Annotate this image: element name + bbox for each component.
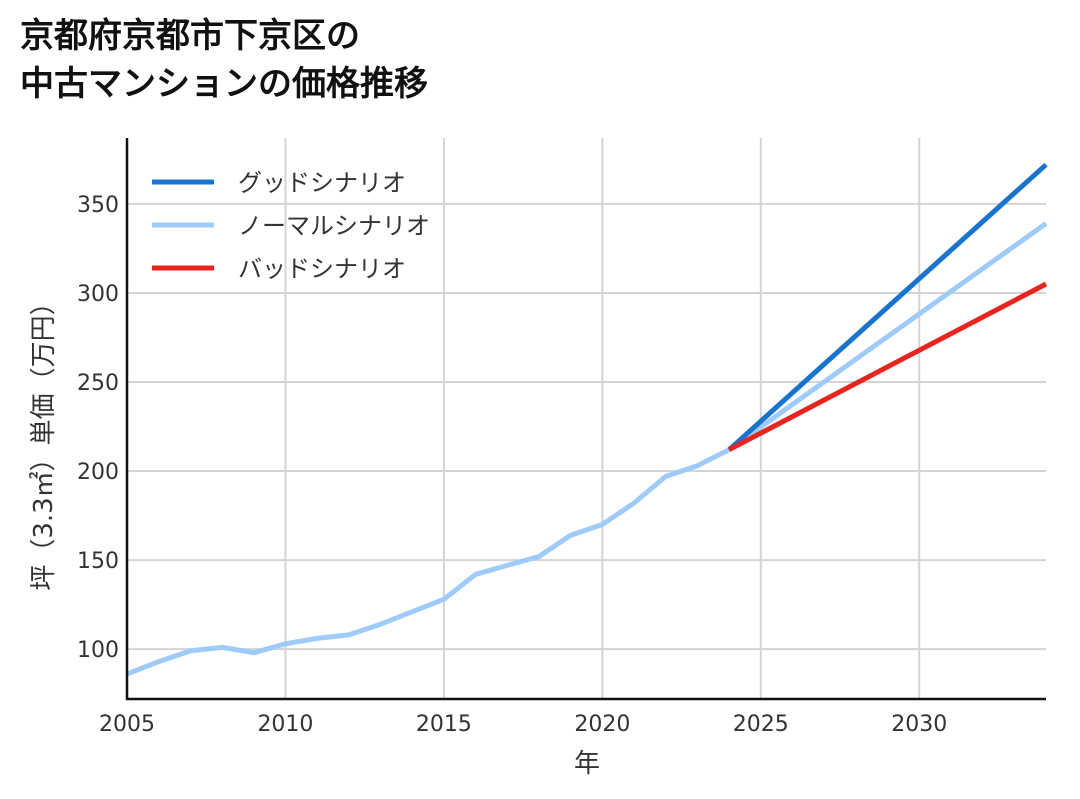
x-tick-label-2010: 2010 <box>257 712 313 737</box>
y-tick-label-300: 300 <box>77 282 119 307</box>
x-tick-label-2025: 2025 <box>733 712 789 737</box>
x-axis-label: 年 <box>574 749 600 779</box>
legend-label-1: ノーマルシナリオ <box>238 212 430 240</box>
y-tick-label-100: 100 <box>77 638 119 663</box>
x-tick-label-2015: 2015 <box>416 712 472 737</box>
x-tick-label-2005: 2005 <box>99 712 155 737</box>
legend-label-2: バッドシナリオ <box>238 255 406 283</box>
series-line-1 <box>126 221 1048 677</box>
axes <box>125 138 1046 701</box>
grid <box>127 138 1046 699</box>
y-tick-label-250: 250 <box>77 371 119 396</box>
series-layer <box>126 162 1048 677</box>
chart-title: 京都府京都市下京区の 中古マンションの価格推移 <box>20 12 428 108</box>
tick-labels: 2005 2010 2015 2020 2025 2030 100 150 200 250 300 3… <box>77 193 947 737</box>
series-line-2 <box>727 281 1048 452</box>
legend-label-0: グッドシナリオ <box>238 169 406 197</box>
y-tick-label-350: 350 <box>77 193 119 218</box>
chart-title-line-1: 京都府京都市下京区の <box>20 16 360 56</box>
chart-title-line-2: 中古マンションの価格推移 <box>20 64 428 104</box>
x-tick-label-2030: 2030 <box>891 712 947 737</box>
series-line-0 <box>727 162 1048 452</box>
y-tick-label-150: 150 <box>77 549 119 574</box>
x-tick-label-2020: 2020 <box>574 712 630 737</box>
y-axis-label: 坪（3.3㎡）単価（万円） <box>29 289 59 590</box>
y-tick-label-200: 200 <box>77 460 119 485</box>
